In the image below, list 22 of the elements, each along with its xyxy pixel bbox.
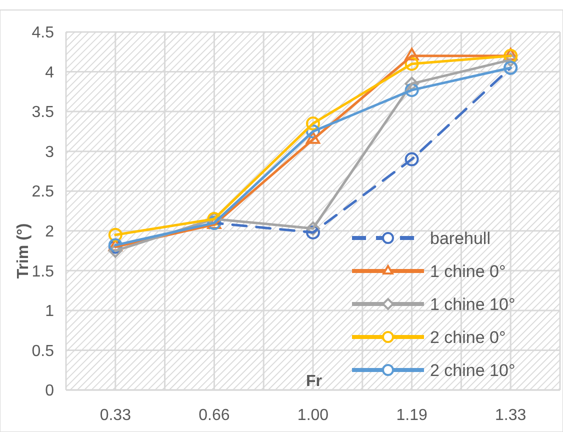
y-tick-label: 1.5 — [32, 263, 54, 280]
x-axis-title: Fr — [306, 373, 322, 390]
y-tick-label: 0 — [45, 382, 54, 400]
x-tick-label: 1.33 — [495, 407, 526, 424]
y-tick-label: 4.5 — [32, 24, 54, 42]
y-tick-label: 3.5 — [32, 104, 54, 122]
y-tick-label: 3 — [45, 144, 54, 161]
y-tick-label: 2.5 — [32, 184, 54, 201]
legend-label: 2 chine 0° — [430, 328, 506, 347]
y-tick-label: 0.5 — [32, 342, 54, 360]
x-tick-label: 0.66 — [198, 407, 230, 424]
x-tick-label: 1.19 — [396, 407, 428, 424]
x-tick-label: 1.00 — [297, 407, 329, 424]
y-tick-label: 2 — [45, 223, 54, 240]
legend-label: 1 chine 0° — [430, 262, 506, 281]
y-axis-title: Trim (°) — [15, 223, 32, 279]
x-tick-label: 0.33 — [100, 407, 132, 424]
legend-label: 1 chine 10° — [430, 294, 516, 314]
y-tick-label: 1 — [45, 303, 54, 320]
y-tick-label: 4 — [45, 64, 54, 82]
legend-label: 2 chine 10° — [430, 360, 516, 380]
legend-label: barehull — [430, 228, 490, 248]
